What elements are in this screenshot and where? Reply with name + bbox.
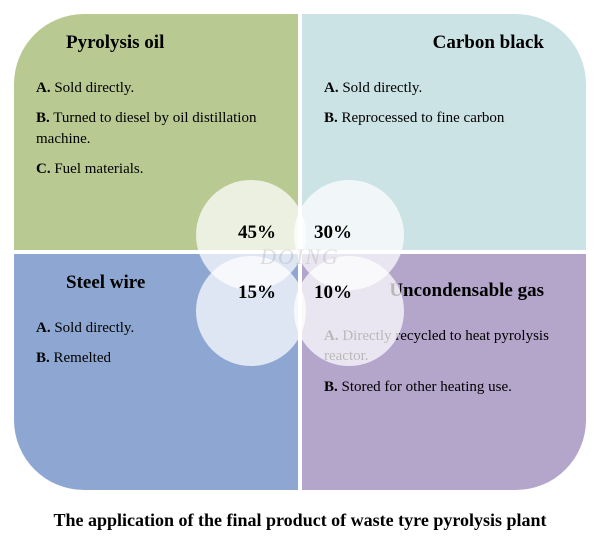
item-text: Fuel materials.: [54, 161, 143, 177]
item-label: A.: [36, 80, 51, 96]
item-text: Sold directly.: [54, 320, 134, 336]
center-circle: [294, 256, 404, 366]
percent-pyrolysis-oil: 45%: [238, 222, 276, 244]
item-label: B.: [36, 110, 50, 126]
quadrant-title: Pyrolysis oil: [66, 32, 276, 54]
item-label: A.: [36, 320, 51, 336]
percent-carbon-black: 30%: [314, 222, 352, 244]
item-label: B.: [324, 110, 338, 126]
list-item: C. Fuel materials.: [36, 159, 276, 179]
percent-uncondensable-gas: 10%: [314, 282, 352, 304]
item-text: Sold directly.: [342, 80, 422, 96]
caption-text: The application of the final product of …: [0, 510, 600, 531]
item-label: A.: [324, 80, 339, 96]
list-item: B. Reprocessed to fine carbon: [324, 108, 564, 128]
quadrant-items: A. Sold directly. B. Turned to diesel by…: [36, 78, 276, 179]
list-item: A. Sold directly.: [324, 78, 564, 98]
quadrant-title: Carbon black: [324, 32, 544, 54]
item-label: C.: [36, 161, 51, 177]
list-item: A. Sold directly.: [36, 78, 276, 98]
item-label: B.: [36, 350, 50, 366]
list-item: B. Turned to diesel by oil distillation …: [36, 108, 276, 149]
item-label: B.: [324, 379, 338, 395]
item-text: Sold directly.: [54, 80, 134, 96]
percent-steel-wire: 15%: [238, 282, 276, 304]
center-circle: [196, 256, 306, 366]
item-text: Remelted: [54, 350, 111, 366]
item-text: Stored for other heating use.: [342, 379, 512, 395]
list-item: B. Stored for other heating use.: [324, 377, 564, 397]
item-text: Reprocessed to fine carbon: [342, 110, 505, 126]
quadrant-items: A. Sold directly. B. Reprocessed to fine…: [324, 78, 564, 129]
item-text: Turned to diesel by oil distillation mac…: [36, 110, 256, 146]
